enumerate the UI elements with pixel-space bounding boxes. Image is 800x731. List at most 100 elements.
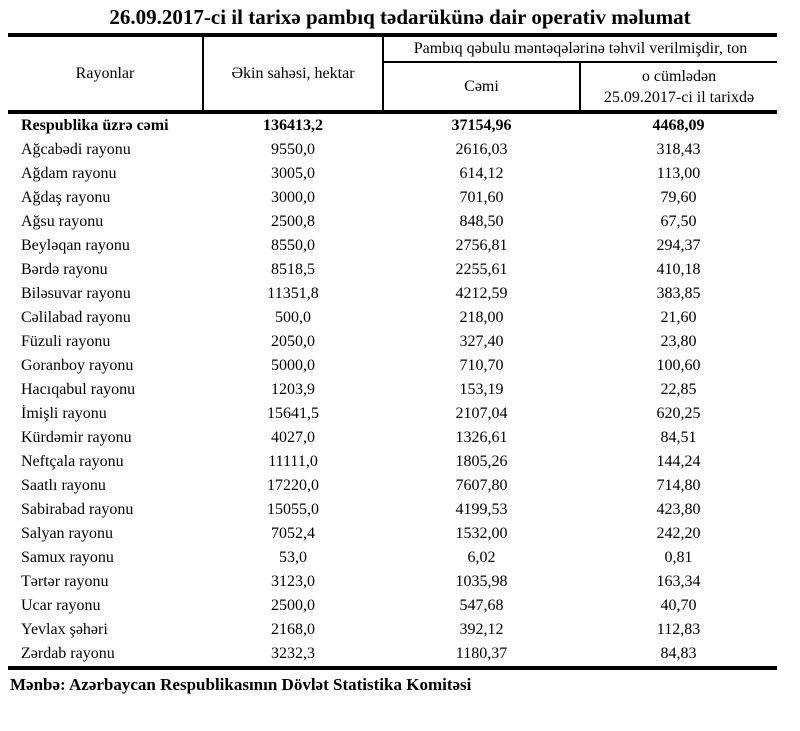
table-row: Sabirabad rayonu 15055,0 4199,53 423,80 <box>8 498 777 522</box>
delivered-on-date-value: 113,00 <box>656 165 701 182</box>
total-delivered-value: 614,12 <box>459 165 504 182</box>
table-row: Füzuli rayonu 2050,0 327,40 23,80 <box>8 330 777 354</box>
total-delivered-value: 4199,53 <box>455 501 508 518</box>
total-delivered-value: 1326,61 <box>455 429 508 446</box>
page-title: 26.09.2017-ci il tarixə pambıq tədarükün… <box>109 5 691 29</box>
column-header-total: Cəmi <box>383 62 581 114</box>
sown-area-value: 3000,0 <box>271 189 315 206</box>
sown-area-value: 11351,8 <box>267 285 319 302</box>
district-name: Samux rayonu <box>21 549 114 566</box>
sown-area-value: 2500,0 <box>271 597 315 614</box>
table-row: Tərtər rayonu 3123,0 1035,98 163,34 <box>8 570 777 594</box>
sown-area-value: 500,0 <box>275 309 311 326</box>
table-row: Ağdam rayonu 3005,0 614,12 113,00 <box>8 162 777 186</box>
delivered-on-date-value: 242,20 <box>656 525 701 542</box>
total-delivered-value: 1035,98 <box>455 573 508 590</box>
delivered-on-date-value: 620,25 <box>656 405 701 422</box>
delivered-on-date-value: 100,60 <box>656 357 701 374</box>
cotton-procurement-table: Rayonlar Əkin sahəsi, hektar Pambıq qəbu… <box>8 33 778 670</box>
delivered-on-date-value: 84,83 <box>660 645 697 662</box>
delivered-on-date-value: 4468,09 <box>652 117 705 134</box>
total-delivered-value: 710,70 <box>459 357 504 374</box>
table-header: Rayonlar Əkin sahəsi, hektar Pambıq qəbu… <box>8 35 778 114</box>
total-delivered-value: 37154,96 <box>451 117 512 134</box>
table-row: Ucar rayonu 2500,0 547,68 40,70 <box>8 594 777 618</box>
district-name: Hacıqabul rayonu <box>21 381 136 398</box>
sown-area-value: 15055,0 <box>267 501 319 518</box>
table-row: İmişli rayonu 15641,5 2107,04 620,25 <box>8 402 777 426</box>
delivered-on-date-value: 294,37 <box>656 237 701 254</box>
district-name: Beyləqan rayonu <box>21 237 130 254</box>
table-row: Neftçala rayonu 11111,0 1805,26 144,24 <box>8 450 777 474</box>
sown-area-value: 9550,0 <box>271 141 315 158</box>
sown-area-value: 136413,2 <box>263 117 323 134</box>
delivered-on-date-value: 423,80 <box>656 501 701 518</box>
total-delivered-value: 2756,81 <box>455 237 508 254</box>
sown-area-value: 2168,0 <box>271 621 315 638</box>
total-delivered-value: 2616,03 <box>455 141 508 158</box>
table-row: Kürdəmir rayonu 4027,0 1326,61 84,51 <box>8 426 777 450</box>
column-header-sown-area: Əkin sahəsi, hektar <box>203 35 384 114</box>
district-name: Biləsuvar rayonu <box>21 285 131 302</box>
table-row: Hacıqabul rayonu 1203,9 153,19 22,85 <box>8 378 777 402</box>
sown-area-value: 1203,9 <box>271 381 315 398</box>
column-header-districts: Rayonlar <box>8 35 204 114</box>
total-delivered-value: 218,00 <box>459 309 504 326</box>
delivered-on-date-value: 22,85 <box>660 381 697 398</box>
delivered-on-date-value: 318,43 <box>656 141 701 158</box>
district-name: Neftçala rayonu <box>21 453 124 470</box>
sown-area-value: 53,0 <box>279 549 307 566</box>
district-name: Respublika üzrə cəmi <box>21 117 169 134</box>
table-row: Bərdə rayonu 8518,5 2255,61 410,18 <box>8 258 777 282</box>
table-body: Respublika üzrə cəmi 136413,2 37154,96 4… <box>8 112 777 668</box>
table-row: Zərdab rayonu 3232,3 1180,37 84,83 <box>8 642 777 668</box>
delivered-on-date-value: 23,80 <box>660 333 697 350</box>
sown-area-value: 3005,0 <box>271 165 315 182</box>
delivered-on-date-value: 84,51 <box>660 429 697 446</box>
total-delivered-value: 1532,00 <box>455 525 508 542</box>
sown-area-value: 15641,5 <box>267 405 319 422</box>
district-name: Ucar rayonu <box>21 597 101 614</box>
table-row: Cəlilabad rayonu 500,0 218,00 21,60 <box>8 306 777 330</box>
delivered-on-date-value: 144,24 <box>656 453 701 470</box>
district-name: Sabirabad rayonu <box>21 501 134 518</box>
district-name: Yevlax şəhəri <box>21 621 108 638</box>
delivered-on-date-value: 112,83 <box>656 621 701 638</box>
column-header-on-date: o cümlədən 25.09.2017-ci il tarixdə <box>580 62 778 114</box>
table-row: Saatlı rayonu 17220,0 7607,80 714,80 <box>8 474 777 498</box>
total-delivered-value: 7607,80 <box>455 477 508 494</box>
total-delivered-value: 2107,04 <box>455 405 508 422</box>
total-delivered-value: 327,40 <box>459 333 504 350</box>
total-delivered-value: 1805,26 <box>455 453 508 470</box>
sown-area-value: 11111,0 <box>268 453 318 470</box>
delivered-on-date-value: 21,60 <box>660 309 697 326</box>
total-delivered-value: 6,02 <box>467 549 496 566</box>
total-delivered-value: 701,60 <box>459 189 504 206</box>
sown-area-value: 7052,4 <box>271 525 315 542</box>
total-delivered-value: 4212,59 <box>455 285 508 302</box>
district-name: Ağsu rayonu <box>21 213 104 230</box>
sown-area-value: 8518,5 <box>271 261 315 278</box>
total-delivered-value: 2255,61 <box>455 261 508 278</box>
delivered-on-date-value: 714,80 <box>656 477 701 494</box>
district-name: Goranboy rayonu <box>21 357 134 374</box>
delivered-on-date-value: 79,60 <box>660 189 697 206</box>
table-row: Ağdaş rayonu 3000,0 701,60 79,60 <box>8 186 777 210</box>
sown-area-value: 8550,0 <box>271 237 315 254</box>
table-row: Samux rayonu 53,0 6,02 0,81 <box>8 546 777 570</box>
table-row: Beyləqan rayonu 8550,0 2756,81 294,37 <box>8 234 777 258</box>
delivered-on-date-value: 67,50 <box>660 213 697 230</box>
district-name: Ağcabədi rayonu <box>21 141 131 158</box>
district-name: Ağdaş rayonu <box>21 189 111 206</box>
table-row: Goranboy rayonu 5000,0 710,70 100,60 <box>8 354 777 378</box>
sown-area-value: 3232,3 <box>271 645 315 662</box>
delivered-on-date-value: 40,70 <box>660 597 697 614</box>
total-delivered-value: 848,50 <box>459 213 504 230</box>
table-row: Respublika üzrə cəmi 136413,2 37154,96 4… <box>8 112 777 138</box>
delivered-on-date-value: 163,34 <box>656 573 701 590</box>
district-name: Kürdəmir rayonu <box>21 429 132 446</box>
district-name: Salyan rayonu <box>21 525 113 542</box>
district-name: Cəlilabad rayonu <box>21 309 131 326</box>
district-name: Füzuli rayonu <box>21 333 111 350</box>
sown-area-value: 4027,0 <box>271 429 315 446</box>
